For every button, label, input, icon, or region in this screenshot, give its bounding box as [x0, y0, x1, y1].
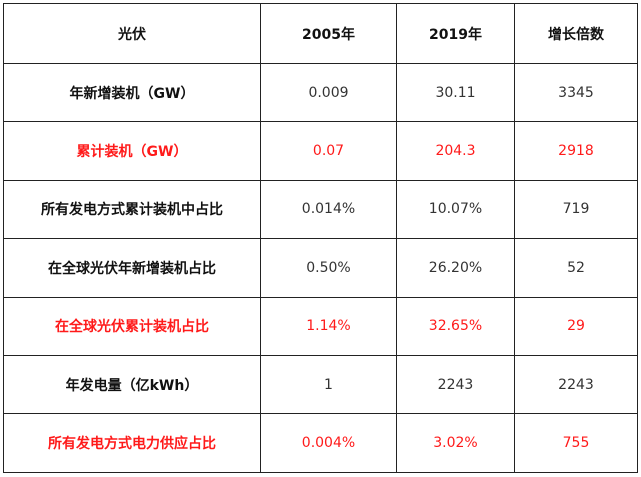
value-cell: 52 [514, 238, 638, 298]
table-row: 所有发电方式电力供应占比 0.004% 3.02% 755 [3, 413, 638, 473]
row-label: 在全球光伏年新增装机占比 [3, 238, 261, 298]
value-cell: 0.50% [260, 238, 397, 298]
header-cell: 光伏 [3, 3, 261, 64]
value-cell: 0.07 [260, 121, 397, 181]
value-cell: 2918 [514, 121, 638, 181]
table-row: 在全球光伏累计装机占比 1.14% 32.65% 29 [3, 296, 638, 356]
value-cell: 1.14% [260, 296, 397, 356]
table-row: 累计装机（GW） 0.07 204.3 2918 [3, 121, 638, 181]
row-label: 所有发电方式电力供应占比 [3, 413, 261, 473]
data-table: 光伏 2005年 2019年 增长倍数 年新增装机（GW） 0.009 30.11 3… [3, 3, 638, 473]
table-row: 年新增装机（GW） 0.009 30.11 3345 [3, 62, 638, 123]
value-cell: 0.009 [260, 62, 397, 123]
table-row: 在全球光伏年新增装机占比 0.50% 26.20% 52 [3, 238, 638, 298]
table-row: 年发电量（亿kWh） 1 2243 2243 [3, 354, 638, 415]
header-cell: 2005年 [260, 3, 397, 64]
header-row: 光伏 2005年 2019年 增长倍数 [3, 3, 638, 64]
row-label: 年新增装机（GW） [3, 62, 261, 123]
row-label: 年发电量（亿kWh） [3, 354, 261, 415]
row-label: 在全球光伏累计装机占比 [3, 296, 261, 356]
value-cell: 755 [514, 413, 638, 473]
value-cell: 10.07% [396, 179, 515, 240]
value-cell: 3345 [514, 62, 638, 123]
header-cell: 增长倍数 [514, 3, 638, 64]
value-cell: 30.11 [396, 62, 515, 123]
value-cell: 32.65% [396, 296, 515, 356]
value-cell: 2243 [514, 354, 638, 415]
value-cell: 0.014% [260, 179, 397, 240]
value-cell: 2243 [396, 354, 515, 415]
value-cell: 0.004% [260, 413, 397, 473]
row-label: 所有发电方式累计装机中占比 [3, 179, 261, 240]
table-row: 所有发电方式累计装机中占比 0.014% 10.07% 719 [3, 179, 638, 240]
value-cell: 719 [514, 179, 638, 240]
value-cell: 1 [260, 354, 397, 415]
header-cell: 2019年 [396, 3, 515, 64]
row-label: 累计装机（GW） [3, 121, 261, 181]
value-cell: 29 [514, 296, 638, 356]
value-cell: 3.02% [396, 413, 515, 473]
value-cell: 26.20% [396, 238, 515, 298]
value-cell: 204.3 [396, 121, 515, 181]
